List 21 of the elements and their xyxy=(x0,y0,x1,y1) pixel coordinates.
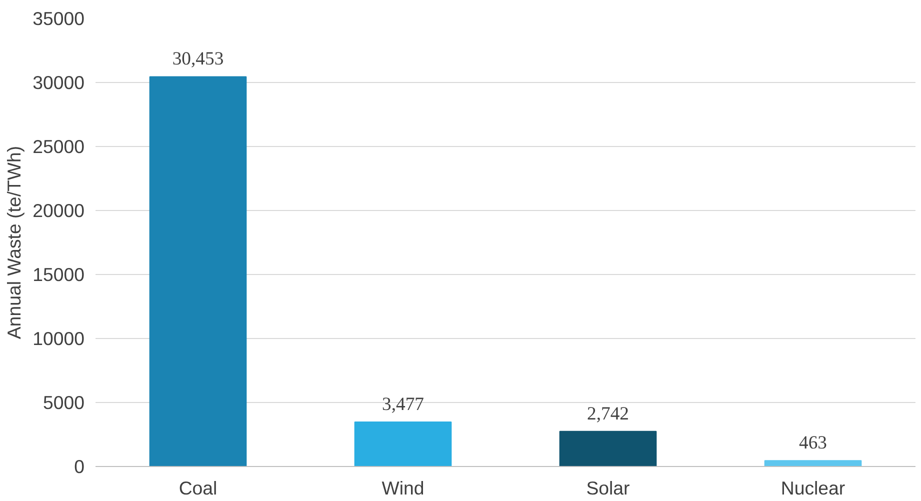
data-label: 2,742 xyxy=(587,403,629,424)
y-axis-title: Annual Waste (te/TWh) xyxy=(4,146,25,340)
bar xyxy=(354,421,452,466)
y-tick-label: 30000 xyxy=(32,72,85,93)
bar xyxy=(764,460,862,466)
x-tick-label: Wind xyxy=(382,478,424,498)
y-tick-label: 25000 xyxy=(32,136,85,157)
data-label: 463 xyxy=(799,432,827,454)
y-tick-label: 20000 xyxy=(32,200,85,221)
data-label: 3,477 xyxy=(382,394,424,415)
data-label: 30,453 xyxy=(172,48,224,70)
y-tick-label: 10000 xyxy=(32,328,85,349)
x-tick-label: Coal xyxy=(178,478,218,498)
x-tick-label: Solar xyxy=(586,478,630,498)
y-tick-label: 0 xyxy=(74,456,85,477)
y-tick-label: 5000 xyxy=(42,392,85,413)
x-tick-label: Nuclear xyxy=(780,478,846,498)
y-tick-label: 35000 xyxy=(32,8,85,29)
bar xyxy=(149,76,247,466)
bar xyxy=(559,430,657,466)
y-tick-label: 15000 xyxy=(32,264,85,285)
